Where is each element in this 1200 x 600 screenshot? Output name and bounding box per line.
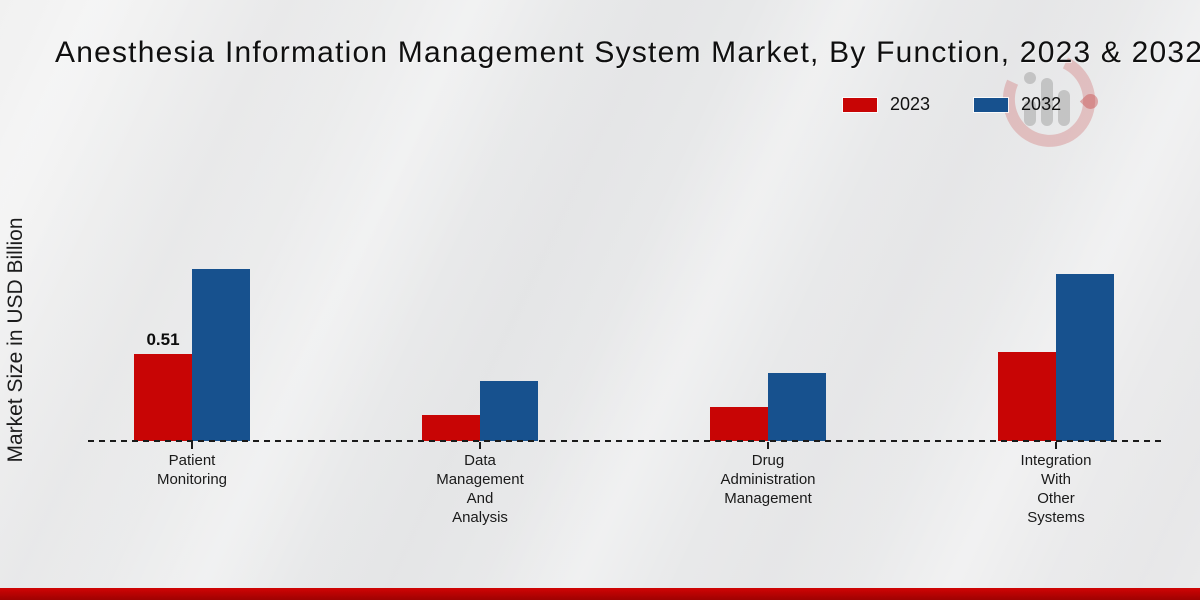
x-axis-tick (767, 442, 769, 449)
x-axis-tick (1055, 442, 1057, 449)
bar-2023-category-1 (422, 415, 480, 441)
bar-value-label: 0.51 (146, 330, 180, 349)
brand-watermark-icon (989, 40, 1109, 160)
chart-legend: 2023 2032 (843, 94, 1105, 115)
bar-2032-category-0 (192, 269, 250, 441)
legend-label-2023: 2023 (890, 94, 931, 114)
legend-swatch-2023 (843, 97, 877, 112)
bar-2023-category-3 (998, 352, 1056, 441)
category-label-0: Patient Monitoring (156, 452, 228, 488)
bar-2032-category-2 (768, 373, 826, 441)
legend-swatch-2032 (974, 97, 1009, 112)
watermark-bar (1058, 90, 1070, 126)
x-axis-baseline (88, 440, 1164, 442)
category-label-3: Integration With Other Systems (1020, 452, 1092, 526)
category-label-2: Drug Administration Management (720, 452, 816, 507)
legend-item-2032: 2032 (974, 94, 1061, 115)
bar-2032-category-3 (1056, 274, 1114, 441)
bar-2032-category-1 (480, 381, 538, 441)
x-axis-tick (479, 442, 481, 449)
x-axis-tick (191, 442, 193, 449)
watermark-dot (1024, 72, 1036, 84)
legend-label-2032: 2032 (1021, 94, 1062, 114)
y-axis-label: Market Size in USD Billion (4, 217, 27, 463)
watermark-bar (1041, 78, 1053, 126)
watermark-bar (1024, 100, 1036, 126)
legend-item-2023: 2023 (843, 94, 930, 115)
category-label-1: Data Management And Analysis (436, 452, 524, 526)
bar-2023-category-2 (710, 407, 768, 441)
footer-accent-bar (0, 588, 1200, 600)
bar-2023-category-0 (134, 354, 192, 441)
chart-title: Anesthesia Information Management System… (55, 36, 1200, 69)
